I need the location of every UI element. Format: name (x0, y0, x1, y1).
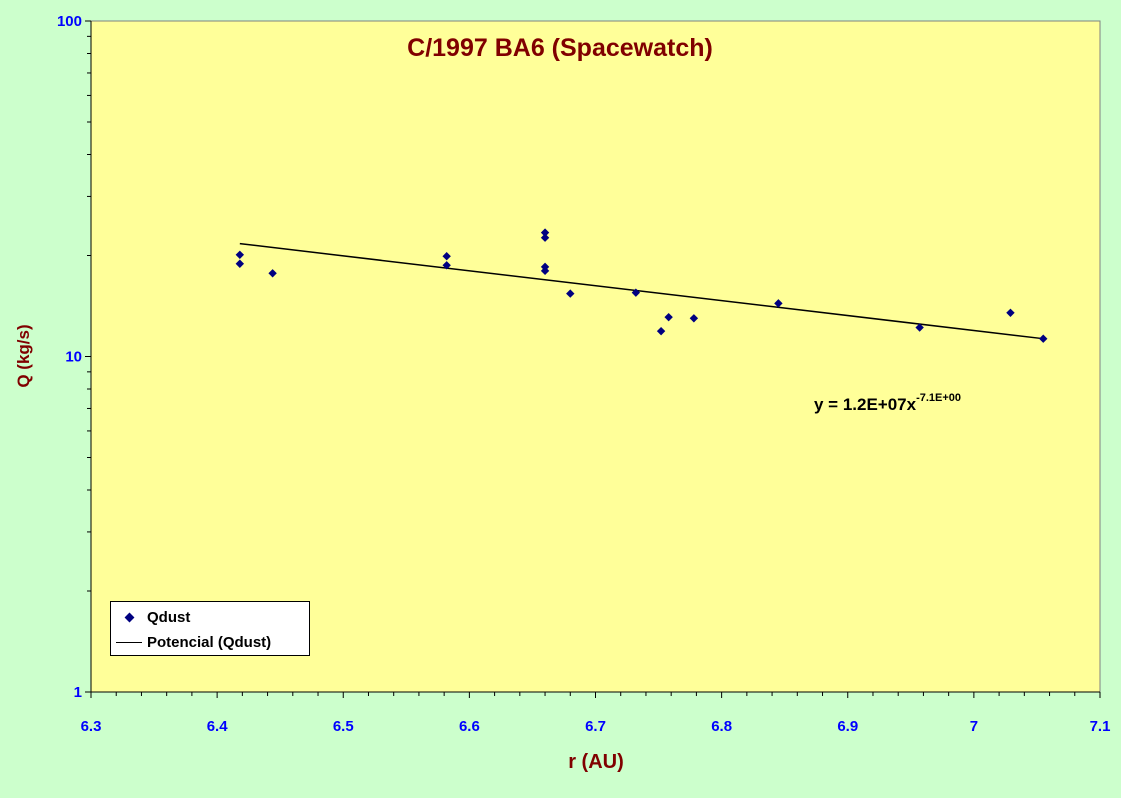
data-point (656, 326, 666, 336)
x-tick-label: 6.5 (333, 718, 354, 735)
legend-item-qdust: Qdust (111, 607, 190, 627)
axes: 1 10 100 6.3 6.4 6.5 6.6 6.7 6.8 6.9 7 7.1 (57, 13, 1110, 735)
data-point (442, 261, 451, 270)
x-axis-title: r (AU) (568, 751, 624, 773)
legend-line-icon (111, 641, 147, 643)
data-point (664, 312, 673, 322)
data-point (540, 266, 550, 276)
equation-main: y = 1.2E+07x (814, 395, 917, 414)
y-tick-label: 10 (65, 349, 82, 366)
data-marks (235, 228, 1048, 343)
legend-label-qdust: Qdust (147, 608, 191, 626)
data-point (268, 269, 277, 278)
legend-diamond-icon (111, 612, 147, 622)
legend-label-potencial: Potencial (Qdust) (147, 633, 272, 651)
trendline (239, 242, 1044, 340)
plot-area (90, 20, 1101, 693)
data-point (540, 233, 550, 242)
trendline-equation: y = 1.2E+07x-7.1E+00 (814, 392, 961, 414)
x-tick-label: 7 (970, 718, 978, 735)
x-tick-label: 6.7 (585, 718, 606, 735)
x-tick-label: 7.1 (1090, 718, 1111, 735)
x-tick-label: 6.9 (837, 718, 858, 735)
x-tick-label: 6.8 (711, 718, 732, 735)
x-tick-label: 6.3 (81, 718, 102, 735)
data-point (235, 259, 245, 268)
data-point (235, 250, 245, 259)
data-point (915, 323, 924, 332)
equation-exponent: -7.1E+00 (916, 392, 961, 404)
data-point (774, 299, 783, 308)
y-axis-title: Q (kg/s) (14, 324, 33, 387)
data-point (631, 288, 641, 297)
data-point (442, 252, 451, 261)
x-tick-label: 6.4 (207, 718, 229, 735)
y-tick-label: 1 (74, 684, 82, 701)
data-point (566, 289, 575, 298)
y-tick-label: 100 (57, 13, 82, 30)
x-tick-label: 6.6 (459, 718, 480, 735)
data-point (1039, 334, 1048, 343)
data-point (689, 314, 699, 323)
data-point (540, 228, 550, 237)
legend-item-potencial: Potencial (Qdust) (111, 632, 271, 652)
data-point (1006, 308, 1015, 317)
chart-title: C/1997 BA6 (Spacewatch) (407, 34, 713, 62)
legend: Qdust Potencial (Qdust) (110, 601, 310, 656)
